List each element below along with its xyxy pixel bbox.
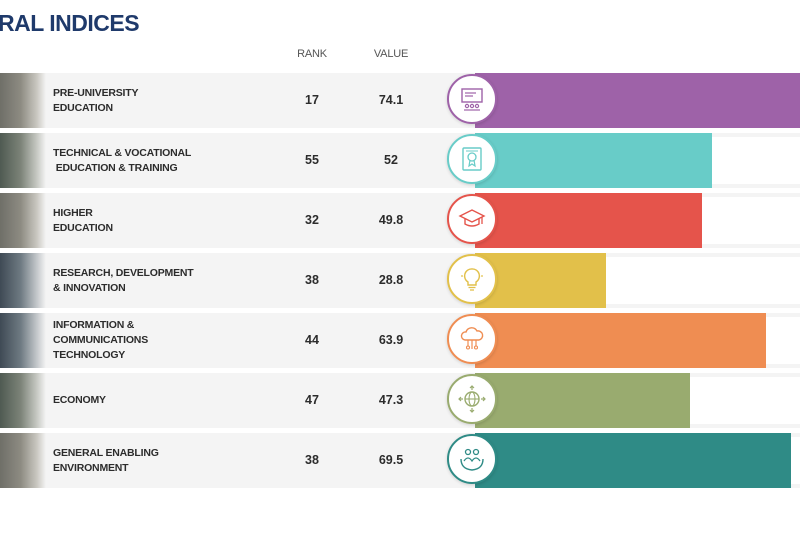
row-thumbnail-image bbox=[0, 253, 46, 308]
rank-value: 44 bbox=[305, 333, 319, 347]
value-bar bbox=[475, 433, 791, 488]
rank-value: 47 bbox=[305, 393, 319, 407]
index-label-line: PRE-UNIVERSITY bbox=[53, 86, 139, 99]
index-label-line: ENVIRONMENT bbox=[53, 461, 129, 474]
index-label: GENERAL ENABLING ENVIRONMENT bbox=[53, 446, 283, 476]
index-label: ECONOMY bbox=[53, 393, 283, 408]
index-row: GENERAL ENABLING ENVIRONMENT 38 69.5 bbox=[0, 433, 800, 488]
index-row: RESEARCH, DEVELOPMENT & INNOVATION 38 28.8 bbox=[0, 253, 800, 308]
index-label: HIGHER EDUCATION bbox=[53, 206, 283, 236]
index-value: 47.3 bbox=[378, 393, 404, 407]
index-label: TECHNICAL & VOCATIONAL EDUCATION & TRAIN… bbox=[53, 146, 283, 176]
classroom-icon bbox=[447, 74, 497, 124]
lightbulb-icon bbox=[447, 254, 497, 304]
certificate-icon bbox=[447, 134, 497, 184]
index-value: 49.8 bbox=[378, 213, 404, 227]
page-title: RAL INDICES bbox=[0, 10, 140, 36]
index-label: RESEARCH, DEVELOPMENT & INNOVATION bbox=[53, 266, 283, 296]
index-value: 28.8 bbox=[378, 273, 404, 287]
value-bar bbox=[475, 373, 690, 428]
row-thumbnail-image bbox=[0, 73, 46, 128]
index-label-line: GENERAL ENABLING bbox=[53, 446, 159, 459]
index-label-line: EDUCATION bbox=[53, 221, 113, 234]
index-label-line: HIGHER bbox=[53, 206, 93, 219]
index-label-line: INFORMATION & bbox=[53, 319, 135, 331]
value-bar bbox=[475, 313, 766, 368]
rank-column-header: RANK bbox=[297, 48, 327, 60]
value-column-header: VALUE bbox=[373, 48, 409, 60]
index-label-line: TECHNICAL & VOCATIONAL bbox=[53, 146, 192, 159]
index-label-line: COMMUNICATIONS bbox=[53, 334, 148, 346]
row-thumbnail-image bbox=[0, 433, 46, 488]
row-thumbnail-image bbox=[0, 133, 46, 188]
index-value: 69.5 bbox=[378, 453, 404, 467]
rank-value: 55 bbox=[305, 153, 319, 167]
value-bar bbox=[475, 133, 712, 188]
index-label-line: RESEARCH, DEVELOPMENT bbox=[53, 266, 194, 279]
index-label-line: EDUCATION bbox=[53, 101, 113, 114]
index-label-line: ECONOMY bbox=[53, 394, 106, 406]
index-row: INFORMATION & COMMUNICATIONS TECHNOLOGY 44 6… bbox=[0, 313, 800, 368]
index-label: INFORMATION & COMMUNICATIONS TECHNOLOGY bbox=[53, 318, 283, 363]
index-row: TECHNICAL & VOCATIONAL EDUCATION & TRAIN… bbox=[0, 133, 800, 188]
cloud-network-icon bbox=[447, 314, 497, 364]
row-thumbnail-image bbox=[0, 313, 46, 368]
index-row: HIGHER EDUCATION 32 49.8 bbox=[0, 193, 800, 248]
index-value: 52 bbox=[384, 153, 398, 167]
row-thumbnail-image bbox=[0, 193, 46, 248]
row-thumbnail-image bbox=[0, 373, 46, 428]
index-label-line: EDUCATION & TRAINING bbox=[53, 161, 178, 174]
index-label-line: & INNOVATION bbox=[53, 281, 126, 294]
index-label-line: TECHNOLOGY bbox=[53, 349, 126, 361]
index-row: PRE-UNIVERSITY EDUCATION 17 74.1 bbox=[0, 73, 800, 128]
value-bar bbox=[475, 193, 702, 248]
graduation-cap-icon bbox=[447, 194, 497, 244]
index-row: ECONOMY 47 47.3 bbox=[0, 373, 800, 428]
index-value: 74.1 bbox=[378, 93, 404, 107]
rank-value: 38 bbox=[305, 453, 319, 467]
rank-value: 32 bbox=[305, 213, 319, 227]
globe-arrows-icon bbox=[447, 374, 497, 424]
value-bar bbox=[475, 73, 800, 128]
index-label: PRE-UNIVERSITY EDUCATION bbox=[53, 86, 283, 116]
rank-value: 17 bbox=[305, 93, 319, 107]
rank-value: 38 bbox=[305, 273, 319, 287]
people-hands-icon bbox=[447, 434, 497, 484]
index-value: 63.9 bbox=[378, 333, 404, 347]
